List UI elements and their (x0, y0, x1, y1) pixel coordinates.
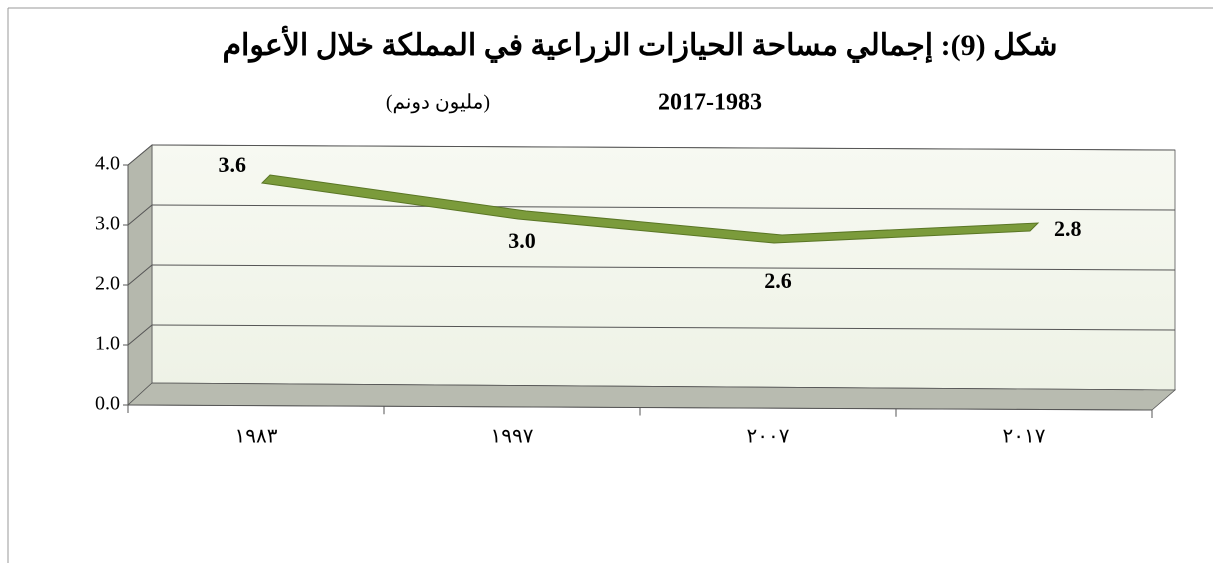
x-tick-label: ٢٠١٧ (1003, 426, 1046, 448)
x-tick-label: ١٩٩٧ (491, 426, 534, 448)
grid-line (151, 264, 1176, 271)
y-tick-label: 4.0 (95, 153, 120, 175)
grid-line-side (127, 324, 153, 346)
grid-line (151, 204, 1176, 211)
line-ribbon (260, 174, 1040, 244)
data-label: 3.6 (219, 152, 247, 177)
grid-line (151, 324, 1176, 331)
y-tick-label: 2.0 (95, 273, 120, 295)
chart-unit: (مليون دونم) (386, 92, 490, 114)
x-tick-label: ٢٠٠٧ (747, 426, 790, 448)
y-tick-label: 0.0 (95, 393, 120, 415)
data-label: 2.6 (764, 268, 792, 293)
data-label: 3.0 (508, 228, 536, 253)
grid-line-side (127, 204, 153, 226)
y-tick-label: 3.0 (95, 213, 120, 235)
grid-line (151, 144, 1176, 151)
y-tick-label: 1.0 (95, 333, 120, 355)
chart-subtitle: 2017-1983 (658, 90, 762, 116)
x-tick-label: ١٩٨٣ (235, 426, 278, 448)
grid-line-side (127, 144, 153, 166)
chart-title: شكل (9): إجمالي مساحة الحيازات الزراعية … (222, 26, 1057, 64)
data-label: 2.8 (1054, 216, 1082, 241)
grid-line-side (127, 264, 153, 286)
